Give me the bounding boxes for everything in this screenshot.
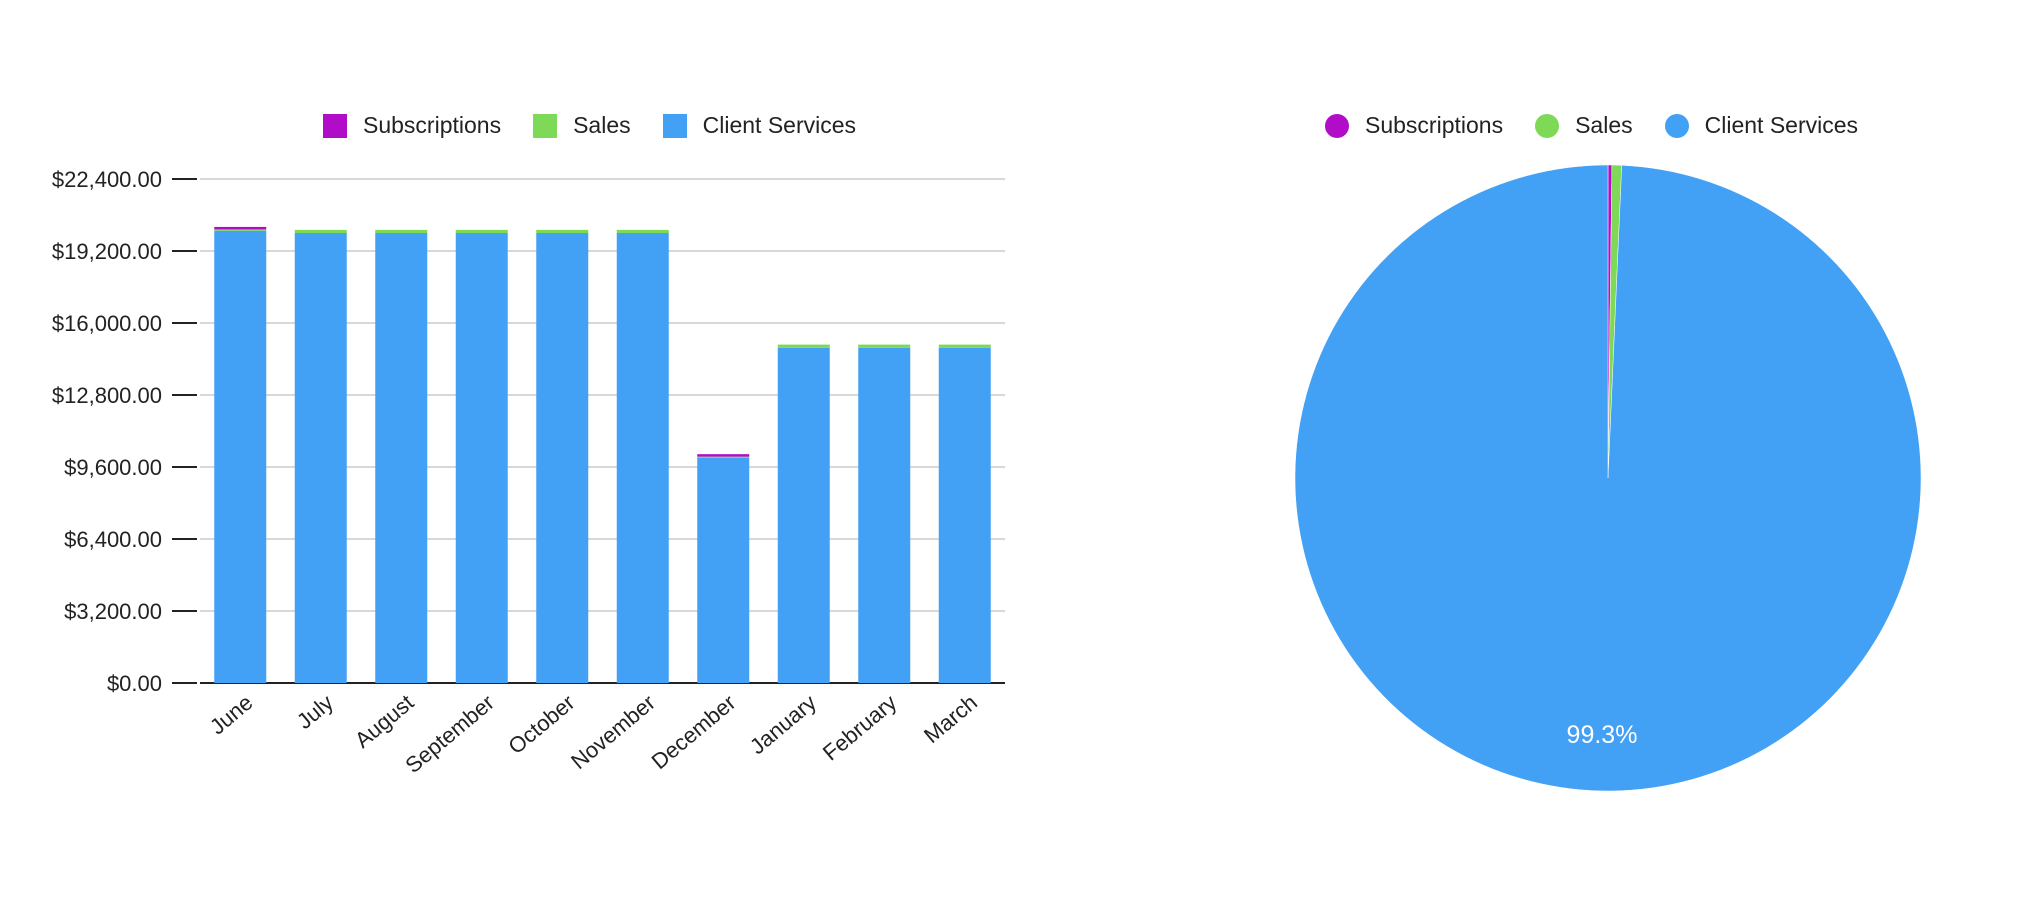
pie-legend: Subscriptions Sales Client Services	[1325, 112, 1890, 139]
bar-chart: $0.00 $3,200.00 $6,400.00 $9,600.00 $12,800.…	[52, 167, 1005, 778]
pie-legend-item-client-services[interactable]: Client Services	[1664, 112, 1859, 139]
x-tick-label: October	[503, 690, 579, 759]
pie-legend-item-sales[interactable]: Sales	[1535, 112, 1633, 139]
x-tick-label: June	[205, 690, 258, 740]
bar-client-services	[294, 233, 347, 683]
bar-sales	[616, 229, 669, 233]
bar-sales	[858, 344, 911, 348]
y-tick-label: $0.00	[107, 671, 162, 696]
bar-subscriptions	[214, 226, 267, 230]
legend-label-subscriptions: Subscriptions	[363, 112, 502, 138]
bar-chart-panel: Subscriptions Sales Client Services $0.0…	[52, 112, 1005, 778]
legend-item-sales[interactable]: Sales	[533, 112, 631, 139]
bar-sales	[938, 344, 991, 348]
bar-subscriptions	[697, 454, 750, 457]
y-tick-label: $6,400.00	[64, 527, 162, 552]
pie-legend-item-subscriptions[interactable]: Subscriptions	[1325, 112, 1503, 139]
bar-client-services	[616, 233, 669, 683]
legend-label-client-services: Client Services	[702, 112, 857, 138]
bar-sales	[214, 229, 267, 231]
x-tick-label: July	[292, 690, 338, 734]
bar-client-services	[536, 233, 589, 683]
pie-chart-panel: Subscriptions Sales Client Services 99.3…	[1240, 0, 2034, 900]
bar-client-services	[858, 347, 911, 683]
x-tick-label: January	[745, 690, 821, 759]
x-tick-label: February	[818, 690, 902, 766]
y-tick-label: $9,600.00	[64, 455, 162, 480]
x-tick-label: December	[647, 690, 741, 774]
legend-item-subscriptions[interactable]: Subscriptions	[323, 112, 501, 139]
pie-legend-label-client-services: Client Services	[1704, 112, 1859, 138]
bar-sales	[697, 456, 750, 458]
bar-client-services	[938, 347, 991, 683]
pie-legend-label-subscriptions: Subscriptions	[1365, 112, 1504, 138]
client-services-swatch-icon	[662, 113, 687, 138]
bar-legend: Subscriptions Sales Client Services	[323, 112, 888, 139]
y-tick-label: $19,200.00	[52, 239, 162, 264]
subscriptions-dot-icon	[1325, 113, 1349, 138]
pie-chart: 99.3%	[1294, 164, 1922, 792]
x-tick-label: August	[350, 690, 419, 753]
y-tick-label: $12,800.00	[52, 383, 162, 408]
x-tick-label: November	[566, 690, 660, 774]
client-services-dot-icon	[1664, 113, 1689, 138]
bar-client-services	[697, 458, 750, 683]
x-tick-label: March	[919, 690, 982, 748]
y-tick-label: $3,200.00	[64, 599, 162, 624]
x-tick-label: September	[400, 690, 499, 778]
legend-item-client-services[interactable]: Client Services	[662, 112, 857, 139]
y-tick-label: $22,400.00	[52, 167, 162, 192]
bar-client-services	[375, 233, 428, 683]
sales-swatch-icon	[533, 113, 558, 138]
pie-legend-label-sales: Sales	[1575, 112, 1633, 138]
bar-client-services	[214, 230, 267, 683]
pie-slice-label: 99.3%	[1567, 721, 1638, 749]
bar-client-services	[455, 233, 508, 683]
bar-sales	[777, 344, 830, 348]
bar-sales	[536, 229, 589, 233]
sales-dot-icon	[1535, 113, 1560, 138]
subscriptions-swatch-icon	[323, 113, 347, 138]
y-tick-label: $16,000.00	[52, 311, 162, 336]
bar-sales	[375, 229, 428, 233]
bar-client-services	[777, 347, 830, 683]
bar-sales	[455, 229, 508, 233]
pie-slice-client-services	[1294, 164, 1922, 792]
legend-label-sales: Sales	[573, 112, 631, 138]
bar-sales	[294, 229, 347, 233]
